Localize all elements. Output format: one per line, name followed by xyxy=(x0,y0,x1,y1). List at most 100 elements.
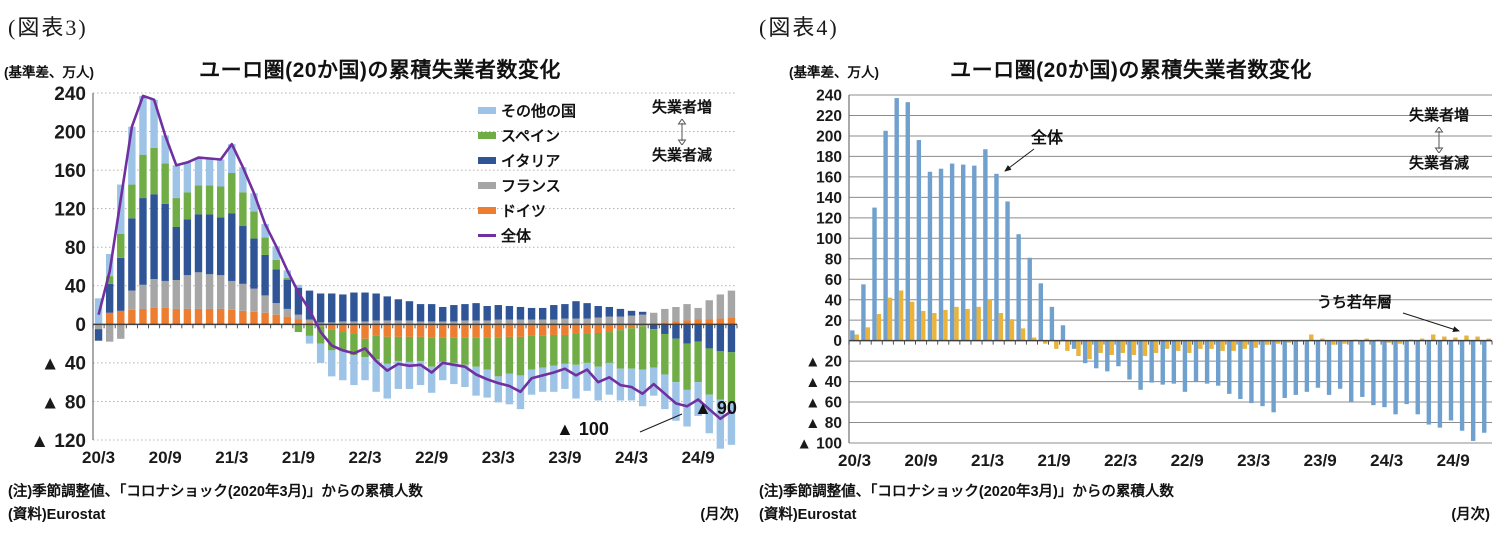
x-tick-label: 20/9 xyxy=(149,448,182,467)
bar-italy xyxy=(139,198,147,285)
bar-total xyxy=(1149,340,1154,383)
bar-france xyxy=(150,279,158,308)
y-tick-label: 40 xyxy=(65,277,86,298)
bar-others xyxy=(561,363,569,389)
bar-spain xyxy=(483,337,491,370)
bar-italy xyxy=(416,304,425,322)
bar-spain xyxy=(716,351,725,400)
bar-italy xyxy=(516,306,525,320)
y-tick-label: 0 xyxy=(75,315,86,336)
bar-others xyxy=(194,157,203,186)
legend-label: ドイツ xyxy=(501,203,547,220)
bar-youth xyxy=(887,297,893,341)
bar-france xyxy=(461,320,469,325)
updown-arrow-icon xyxy=(677,118,687,145)
bar-germany xyxy=(316,324,325,327)
bar-france xyxy=(283,308,292,317)
bar-youth xyxy=(1065,340,1070,351)
bar-others xyxy=(394,360,403,389)
bar-youth xyxy=(1286,340,1292,343)
bar-youth xyxy=(1142,340,1148,356)
bar-italy xyxy=(405,301,414,321)
bar-italy xyxy=(505,306,514,320)
bar-youth xyxy=(1031,337,1037,341)
bar-total xyxy=(905,102,910,341)
x-tick-label: 23/3 xyxy=(1237,451,1270,470)
bar-spain xyxy=(283,278,292,280)
bar-germany xyxy=(305,322,314,325)
y-tick-label: 160 xyxy=(816,169,842,186)
bar-italy xyxy=(350,292,358,322)
bar-total xyxy=(883,130,888,341)
bar-youth xyxy=(1431,334,1436,341)
bar-total xyxy=(1404,340,1409,405)
bar-germany xyxy=(272,314,280,325)
x-tick-label: 23/9 xyxy=(1304,451,1337,470)
bar-italy xyxy=(427,304,436,322)
bar-youth xyxy=(1098,340,1103,353)
others-color-chip-icon xyxy=(478,107,496,114)
bar-spain xyxy=(638,326,647,370)
bar-total xyxy=(1360,340,1365,397)
footnote: (注)季節調整値、「コロナショック(2020年3月)」からの累積人数 xyxy=(759,484,1174,500)
y-tick-label: 80 xyxy=(825,251,842,268)
bar-germany xyxy=(394,324,403,337)
bar-france xyxy=(683,304,691,321)
bar-spain xyxy=(328,329,336,351)
bar-italy xyxy=(383,296,391,321)
legend-item-italy: イタリア xyxy=(478,151,576,170)
bar-france xyxy=(272,303,280,315)
y-tick-label: 60 xyxy=(825,272,842,289)
germany-color-chip-icon xyxy=(478,207,496,214)
bar-others xyxy=(650,367,658,396)
x-tick-label: 21/9 xyxy=(282,448,315,467)
bar-youth xyxy=(1386,340,1392,343)
bar-germany xyxy=(505,324,514,337)
bar-germany xyxy=(716,318,725,325)
bar-youth xyxy=(1453,337,1458,341)
legend-label: スペイン xyxy=(501,128,560,145)
bar-youth xyxy=(1309,334,1314,341)
bar-germany xyxy=(372,324,380,336)
bar-spain xyxy=(516,336,525,376)
bar-italy xyxy=(94,329,103,341)
bar-spain xyxy=(405,336,414,362)
bar-total xyxy=(1371,340,1376,406)
bar-france xyxy=(383,320,391,325)
x-tick-label: 22/3 xyxy=(1104,451,1137,470)
bar-italy xyxy=(538,307,547,320)
bar-italy xyxy=(150,194,158,280)
bar-france xyxy=(705,300,713,320)
bar-youth xyxy=(998,313,1004,341)
bar-italy xyxy=(472,303,480,321)
y-tick-label: ▲ 40 xyxy=(805,374,842,391)
bar-others xyxy=(316,343,325,363)
bar-total xyxy=(983,149,988,341)
bar-total xyxy=(916,140,922,341)
bar-france xyxy=(583,318,591,325)
bar-total xyxy=(972,165,977,341)
legend-item-france: フランス xyxy=(478,176,576,195)
bar-italy xyxy=(272,269,280,304)
bar-total xyxy=(1238,340,1243,399)
bar-italy xyxy=(228,213,236,281)
bar-germany xyxy=(638,324,647,327)
frequency-label: (月次) xyxy=(700,507,739,523)
bar-total xyxy=(1315,340,1321,388)
y-tick-label: 120 xyxy=(816,210,842,227)
y-tick-label: 240 xyxy=(816,88,842,105)
x-tick-label: 22/9 xyxy=(1171,451,1204,470)
bar-youth xyxy=(954,306,959,341)
bar-spain xyxy=(261,237,269,255)
bar-spain xyxy=(194,185,203,215)
bar-others xyxy=(305,335,314,344)
bar-spain xyxy=(583,333,591,363)
x-tick-label: 22/3 xyxy=(348,448,381,467)
bar-spain xyxy=(305,324,314,336)
bar-france xyxy=(372,320,380,325)
bar-italy xyxy=(727,324,736,353)
bar-italy xyxy=(183,219,192,276)
bar-germany xyxy=(183,308,192,325)
bar-italy xyxy=(194,214,203,273)
bar-italy xyxy=(705,324,713,349)
